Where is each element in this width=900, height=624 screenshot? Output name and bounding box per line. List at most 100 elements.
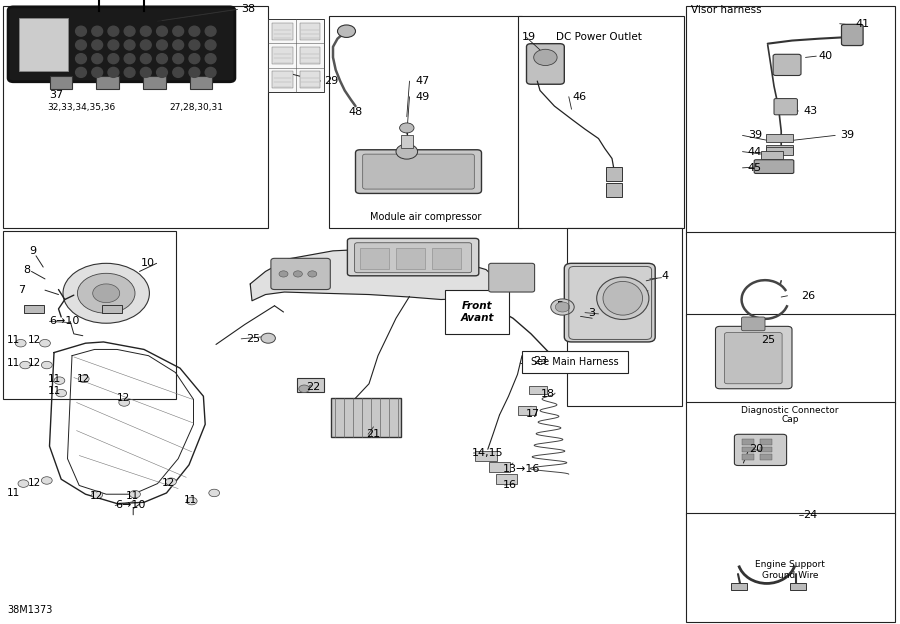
Text: 10: 10 xyxy=(140,258,155,268)
Text: Cap: Cap xyxy=(781,415,799,424)
Text: 5: 5 xyxy=(556,301,563,311)
Circle shape xyxy=(209,489,220,497)
Bar xyxy=(742,447,754,452)
Text: 41: 41 xyxy=(856,19,870,29)
FancyBboxPatch shape xyxy=(363,154,474,189)
Text: 38M1373: 38M1373 xyxy=(7,605,52,615)
Ellipse shape xyxy=(157,26,167,36)
Bar xyxy=(297,378,324,392)
FancyBboxPatch shape xyxy=(742,317,765,331)
Polygon shape xyxy=(250,250,500,301)
Ellipse shape xyxy=(205,67,216,77)
FancyBboxPatch shape xyxy=(522,351,628,373)
Bar xyxy=(742,454,754,460)
Bar xyxy=(606,167,622,181)
Ellipse shape xyxy=(173,67,184,77)
Ellipse shape xyxy=(124,67,135,77)
Text: 13→16: 13→16 xyxy=(503,464,541,474)
Text: Visor harness: Visor harness xyxy=(691,5,761,15)
Ellipse shape xyxy=(603,281,643,315)
Bar xyxy=(686,314,895,404)
Text: 22: 22 xyxy=(306,382,320,392)
Ellipse shape xyxy=(140,26,151,36)
Bar xyxy=(400,135,413,148)
Text: 24: 24 xyxy=(803,510,817,520)
Ellipse shape xyxy=(140,54,151,64)
Text: 37: 37 xyxy=(50,90,64,100)
Text: See Main Harness: See Main Harness xyxy=(531,357,619,367)
Bar xyxy=(686,402,895,515)
Bar xyxy=(102,305,122,313)
Text: 43: 43 xyxy=(804,106,818,116)
Text: 7: 7 xyxy=(18,285,25,295)
FancyBboxPatch shape xyxy=(271,258,330,290)
Bar xyxy=(606,183,622,197)
Circle shape xyxy=(299,385,310,392)
Text: 27,28,30,31: 27,28,30,31 xyxy=(169,104,223,112)
Bar xyxy=(360,248,389,269)
Bar xyxy=(686,513,895,622)
Ellipse shape xyxy=(124,26,135,36)
Ellipse shape xyxy=(108,40,119,50)
Bar xyxy=(272,23,292,40)
Circle shape xyxy=(54,377,65,384)
Ellipse shape xyxy=(597,277,649,319)
Bar xyxy=(272,71,292,88)
Bar xyxy=(518,406,536,415)
FancyBboxPatch shape xyxy=(716,326,792,389)
Circle shape xyxy=(77,273,135,313)
Circle shape xyxy=(41,361,52,369)
Bar xyxy=(760,151,783,159)
Ellipse shape xyxy=(108,26,119,36)
Ellipse shape xyxy=(173,26,184,36)
Text: 11: 11 xyxy=(48,386,61,396)
Bar xyxy=(24,305,44,313)
Circle shape xyxy=(166,478,176,485)
Bar xyxy=(518,16,684,228)
Ellipse shape xyxy=(157,40,167,50)
Text: 12: 12 xyxy=(28,358,41,368)
Text: 46: 46 xyxy=(572,92,587,102)
Text: 2: 2 xyxy=(612,286,619,296)
Circle shape xyxy=(308,271,317,277)
Circle shape xyxy=(41,477,52,484)
Bar xyxy=(475,451,497,461)
Text: 11: 11 xyxy=(48,374,61,384)
Text: 39: 39 xyxy=(748,130,762,140)
Circle shape xyxy=(119,399,130,406)
Circle shape xyxy=(293,271,302,277)
Text: 11: 11 xyxy=(184,495,197,505)
Text: 12: 12 xyxy=(117,393,130,403)
Ellipse shape xyxy=(173,54,184,64)
Bar xyxy=(190,76,212,89)
Bar xyxy=(19,18,68,71)
Bar xyxy=(742,439,754,445)
Ellipse shape xyxy=(76,26,86,36)
Text: 3: 3 xyxy=(588,308,595,318)
Text: 39: 39 xyxy=(841,130,855,140)
Text: 20: 20 xyxy=(749,444,763,454)
Circle shape xyxy=(78,375,89,383)
FancyBboxPatch shape xyxy=(347,238,479,276)
Text: Front
Avant: Front Avant xyxy=(460,301,494,323)
Bar xyxy=(268,19,324,92)
Bar xyxy=(489,462,510,472)
Bar xyxy=(396,248,425,269)
Bar xyxy=(50,76,72,89)
FancyBboxPatch shape xyxy=(734,434,787,466)
Bar xyxy=(496,474,518,484)
Ellipse shape xyxy=(189,40,200,50)
Text: 11: 11 xyxy=(7,335,21,345)
FancyBboxPatch shape xyxy=(489,263,535,292)
Text: 32,33,34,35,36: 32,33,34,35,36 xyxy=(47,104,115,112)
Ellipse shape xyxy=(173,40,184,50)
FancyBboxPatch shape xyxy=(445,290,509,334)
FancyBboxPatch shape xyxy=(526,44,564,84)
FancyBboxPatch shape xyxy=(754,160,794,173)
Ellipse shape xyxy=(108,67,119,77)
Text: 6→10: 6→10 xyxy=(115,500,146,510)
Text: 11: 11 xyxy=(126,491,140,501)
Text: 12: 12 xyxy=(90,491,104,501)
Text: 45: 45 xyxy=(748,163,762,173)
Text: 6→10: 6→10 xyxy=(50,316,80,326)
